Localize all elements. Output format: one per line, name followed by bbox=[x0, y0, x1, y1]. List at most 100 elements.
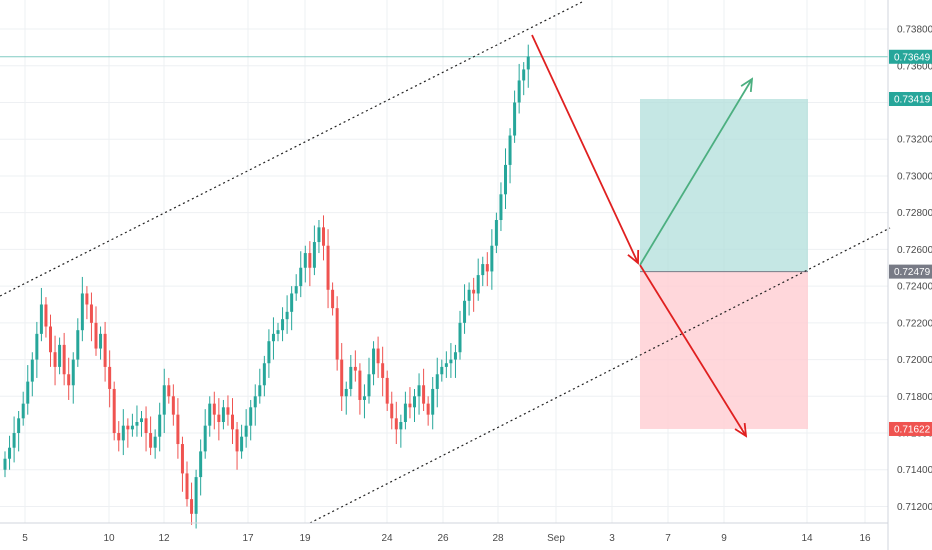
candle-body bbox=[153, 436, 157, 448]
candle-body bbox=[217, 414, 221, 423]
candle-body bbox=[253, 396, 257, 408]
x-tick-label: 17 bbox=[242, 533, 254, 544]
arrow-target-path bbox=[639, 78, 753, 266]
candle-body bbox=[394, 418, 398, 430]
candlesticks bbox=[3, 44, 530, 529]
candle-body bbox=[21, 403, 25, 419]
candle-body bbox=[39, 304, 43, 334]
candle-body bbox=[167, 385, 171, 397]
x-tick-label: 14 bbox=[801, 533, 813, 544]
x-tick-label: 19 bbox=[299, 533, 311, 544]
candle-body bbox=[303, 253, 307, 268]
candle-body bbox=[449, 359, 453, 364]
price-badge bbox=[889, 264, 932, 279]
price-badges: 0.73649 0.73419 0.72479 0.71622 bbox=[889, 49, 932, 436]
candle-body bbox=[267, 341, 271, 364]
candle-body bbox=[494, 220, 498, 246]
candle-body bbox=[331, 289, 335, 309]
candle-body bbox=[308, 253, 312, 268]
candle-body bbox=[458, 322, 462, 353]
price-badge bbox=[889, 421, 932, 436]
candle-body bbox=[522, 69, 526, 81]
candle-body bbox=[526, 56, 530, 70]
candle-body bbox=[67, 374, 71, 386]
candle-body bbox=[335, 308, 339, 360]
candle-body bbox=[231, 414, 234, 430]
arrow-stop-path-head bbox=[734, 422, 748, 438]
x-tick-label: 24 bbox=[381, 533, 393, 544]
candle-body bbox=[26, 381, 30, 404]
candle-body bbox=[8, 447, 12, 459]
candle-body bbox=[3, 458, 7, 470]
candle-body bbox=[362, 396, 366, 400]
x-tick-label: 16 bbox=[859, 533, 871, 544]
candle-body bbox=[103, 333, 107, 367]
candle-body bbox=[121, 425, 125, 441]
candle-body bbox=[199, 451, 203, 478]
candle-body bbox=[158, 414, 162, 437]
y-tick-label: 0.72200 bbox=[897, 318, 932, 329]
candle-body bbox=[135, 422, 139, 426]
channel-lower-line bbox=[309, 227, 891, 524]
candle-body bbox=[472, 289, 476, 294]
candle-body bbox=[53, 352, 57, 367]
price-badge bbox=[889, 91, 932, 106]
channel-upper-line bbox=[0, 1, 583, 297]
candle-body bbox=[30, 359, 34, 382]
candle-body bbox=[467, 289, 471, 301]
candle-body bbox=[367, 374, 371, 397]
candle-body bbox=[381, 363, 385, 378]
candle-body bbox=[317, 227, 321, 243]
candle-body bbox=[149, 433, 153, 448]
candle-body bbox=[262, 363, 266, 386]
x-tick-label: Sep bbox=[547, 533, 565, 544]
price-badge-label: 0.72479 bbox=[894, 267, 931, 278]
candle-body bbox=[89, 304, 93, 323]
candle-body bbox=[17, 418, 21, 434]
candle-body bbox=[440, 366, 444, 375]
candle-body bbox=[44, 304, 48, 327]
y-tick-label: 0.72800 bbox=[897, 208, 932, 219]
candle-body bbox=[476, 275, 480, 294]
candle-body bbox=[372, 348, 376, 375]
candle-body bbox=[413, 396, 416, 408]
candle-body bbox=[108, 366, 112, 389]
candle-body bbox=[508, 135, 512, 165]
candle-body bbox=[312, 242, 316, 268]
candle-body bbox=[49, 326, 52, 353]
stop-zone bbox=[640, 271, 808, 429]
candle-body bbox=[221, 407, 225, 423]
candle-body bbox=[235, 429, 239, 452]
candle-body bbox=[485, 264, 489, 272]
candle-body bbox=[76, 330, 80, 360]
candle-body bbox=[258, 385, 262, 397]
candle-body bbox=[376, 348, 380, 364]
x-tick-label: 10 bbox=[103, 533, 115, 544]
candle-body bbox=[444, 363, 448, 367]
candle-body bbox=[422, 385, 426, 404]
candle-body bbox=[499, 194, 503, 221]
position-zones bbox=[0, 56, 888, 429]
candle-body bbox=[399, 422, 403, 430]
price-badge-label: 0.73649 bbox=[894, 52, 931, 63]
y-tick-label: 0.72600 bbox=[897, 245, 932, 256]
candle-body bbox=[290, 293, 294, 312]
candle-body bbox=[299, 267, 303, 287]
x-tick-label: 28 bbox=[492, 533, 504, 544]
candle-body bbox=[185, 473, 189, 500]
candle-body bbox=[517, 80, 521, 103]
target-zone bbox=[640, 98, 808, 272]
candle-body bbox=[162, 385, 166, 415]
candle-body bbox=[340, 359, 344, 397]
candle-body bbox=[58, 344, 62, 367]
candle-body bbox=[453, 352, 457, 360]
arrow-drop-to-entry bbox=[531, 34, 639, 264]
candle-body bbox=[194, 477, 198, 514]
candle-body bbox=[226, 407, 230, 415]
y-tick-label: 0.73200 bbox=[897, 135, 932, 146]
candle-body bbox=[504, 164, 507, 195]
x-tick-label: 5 bbox=[22, 533, 28, 544]
arrow-target-path-head bbox=[740, 77, 754, 93]
x-tick-label: 12 bbox=[158, 533, 170, 544]
